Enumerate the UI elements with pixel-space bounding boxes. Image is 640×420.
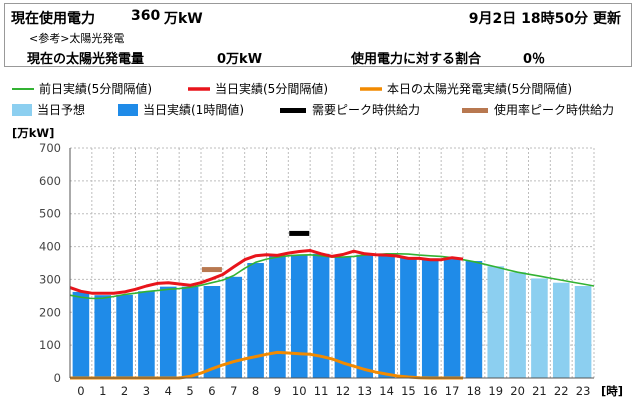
legend-label-solar: 本日の太陽光発電実績(5分間隔値)	[387, 81, 572, 96]
x-tick-label-6: 6	[208, 384, 215, 398]
x-tick-label-4: 4	[165, 384, 172, 398]
current-usage-value: 360	[131, 8, 161, 24]
bar-forecast-19	[487, 266, 505, 378]
y-tick-label-400: 400	[39, 240, 61, 254]
x-tick-label-2: 2	[121, 384, 128, 398]
x-tick-label-10: 10	[292, 384, 307, 398]
grid-lines	[70, 147, 595, 378]
y-tick-label-100: 100	[39, 338, 61, 352]
x-tick-label-12: 12	[336, 384, 351, 398]
bar-actual-12	[334, 257, 352, 378]
current-usage-label: 現在使用電力	[11, 11, 95, 27]
header-panel: 現在使用電力 360 万kW 9月2日 18時50分 更新 <参考>太陽光発電 …	[4, 3, 632, 67]
y-tick-label-600: 600	[39, 174, 61, 188]
x-tick-label-0: 0	[77, 384, 84, 398]
x-tick-label-18: 18	[467, 384, 482, 398]
x-tick-label-13: 13	[357, 384, 372, 398]
bar-actual-4	[159, 286, 177, 378]
bar-actual-16	[421, 258, 439, 378]
legend-label-prev_day: 前日実績(5分間隔値)	[39, 81, 152, 96]
x-tick-label-3: 3	[143, 384, 150, 398]
legend-swatch-demand_peak	[280, 108, 306, 113]
x-tick-label-11: 11	[314, 384, 329, 398]
legend-label-demand_peak: 需要ピーク時供給力	[312, 103, 420, 117]
current-usage-unit: 万kW	[164, 11, 203, 27]
bar-actual-9	[269, 255, 286, 378]
bar-forecast-21	[531, 278, 548, 378]
bar-actual-11	[312, 253, 330, 378]
x-tick-label-5: 5	[186, 384, 193, 398]
x-tick-label-17: 17	[445, 384, 460, 398]
solar-value: 0万kW	[217, 52, 263, 67]
bar-actual-13	[356, 254, 374, 378]
update-time: 9月2日 18時50分 更新	[468, 11, 621, 27]
ratio-value: 0％	[523, 52, 546, 67]
bar-actual-3	[138, 291, 155, 378]
x-tick-label-7: 7	[230, 384, 237, 398]
x-tick-label-19: 19	[488, 384, 503, 398]
bar-forecast-22	[552, 282, 570, 378]
peak-mark-demand_peak	[289, 230, 310, 236]
bar-actual-6	[203, 286, 221, 378]
y-tick-label-500: 500	[39, 207, 61, 221]
bar-actual-18	[465, 261, 483, 378]
bar-forecast-20	[509, 272, 526, 378]
x-tick-label-9: 9	[274, 384, 281, 398]
x-tick-label-20: 20	[510, 384, 525, 398]
legend: 前日実績(5分間隔値) 当日実績(5分間隔値) 本日の太陽光発電実績(5分間隔値) 当…	[12, 81, 614, 117]
bar-actual-15	[400, 257, 417, 378]
peak-mark-usage_peak	[201, 267, 222, 273]
legend-label-today: 当日実績(5分間隔値)	[215, 81, 328, 96]
x-axis-title: [時]	[601, 384, 623, 398]
bar-actual-17	[443, 259, 461, 378]
x-tick-label-21: 21	[532, 384, 547, 398]
y-tick-label-200: 200	[39, 305, 61, 319]
bar-actual-10	[290, 254, 308, 378]
bar-actual-0	[72, 291, 90, 378]
bar-actual-14	[378, 255, 395, 378]
y-tick-label-300: 300	[39, 272, 61, 286]
x-tick-label-16: 16	[423, 384, 438, 398]
bar-actual-8	[247, 263, 264, 378]
x-tick-label-1: 1	[99, 384, 106, 398]
bar-actual-2	[116, 294, 133, 378]
x-tick-label-23: 23	[576, 384, 591, 398]
series-line-today	[69, 249, 464, 295]
reference-label: <参考>太陽光発電	[29, 32, 125, 45]
x-tick-label-14: 14	[379, 384, 394, 398]
bar-actual-5	[181, 286, 199, 378]
legend-swatch-forecast	[12, 104, 32, 116]
peak-marks	[201, 230, 310, 273]
y-axis-title: [万kW]	[12, 126, 54, 140]
legend-label-usage_peak: 使用率ピーク時供給力	[494, 102, 614, 117]
bar-forecast-23	[574, 286, 592, 378]
y-tick-label-700: 700	[39, 141, 61, 155]
legend-label-actual: 当日実績(1時間値)	[143, 102, 244, 117]
x-tick-label-15: 15	[401, 384, 416, 398]
x-tick-label-8: 8	[252, 384, 259, 398]
bars	[72, 253, 592, 378]
ratio-label: 使用電力に対する割合	[351, 52, 482, 67]
solar-label: 現在の太陽光発電量	[27, 52, 145, 67]
x-tick-label-22: 22	[554, 384, 569, 398]
legend-swatch-usage_peak	[462, 108, 488, 113]
bar-actual-7	[225, 276, 243, 378]
legend-label-forecast: 当日予想	[37, 102, 85, 117]
bar-actual-1	[94, 295, 112, 378]
legend-swatch-actual	[118, 104, 138, 116]
y-tick-label-0: 0	[54, 371, 61, 385]
